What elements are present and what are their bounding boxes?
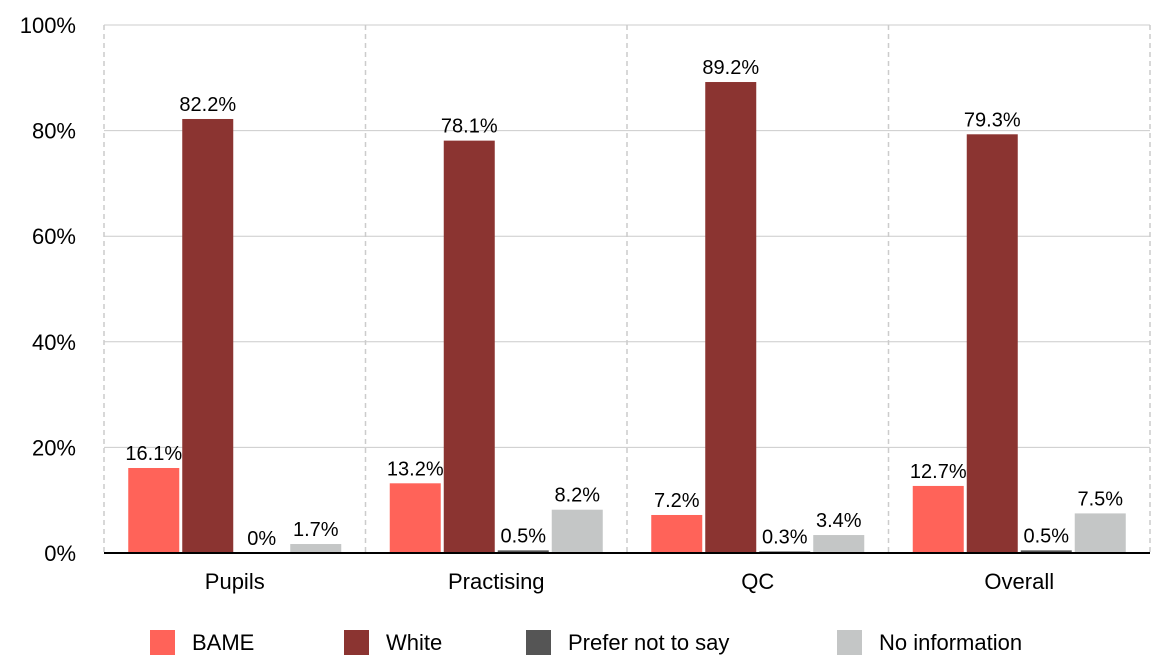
y-tick-label: 80% (32, 119, 76, 144)
bar-bame-practising (389, 483, 441, 553)
value-label-no-information-qc: 3.4% (816, 510, 862, 532)
value-label-prefer-not-to-say-practising: 0.5% (500, 525, 546, 547)
value-label-white-overall: 79.3% (964, 109, 1021, 131)
bar-prefer-not-to-say-practising (497, 550, 549, 553)
legend-label-bame: BAME (192, 630, 254, 655)
value-label-bame-practising: 13.2% (387, 458, 444, 480)
bars (128, 82, 1126, 554)
y-tick-label: 0% (44, 541, 76, 566)
bar-prefer-not-to-say-overall (1020, 550, 1072, 553)
value-label-white-qc: 89.2% (702, 57, 759, 79)
legend-label-prefer-not-to-say: Prefer not to say (568, 630, 729, 655)
y-tick-label: 100% (20, 13, 76, 38)
x-tick-label-qc: QC (741, 569, 774, 594)
x-tick-label-pupils: Pupils (205, 569, 265, 594)
value-label-white-pupils: 82.2% (179, 94, 236, 116)
bar-no-information-pupils (290, 544, 342, 553)
value-label-prefer-not-to-say-pupils: 0% (247, 528, 276, 550)
value-label-no-information-overall: 7.5% (1077, 488, 1123, 510)
value-label-bame-overall: 12.7% (910, 461, 967, 483)
legend-swatch-prefer-not-to-say (526, 630, 551, 655)
value-label-white-practising: 78.1% (441, 116, 498, 138)
bar-bame-pupils (128, 467, 180, 553)
bar-bame-qc (651, 514, 703, 553)
legend-swatch-bame (150, 630, 175, 655)
value-label-no-information-pupils: 1.7% (293, 519, 339, 541)
bar-no-information-overall (1074, 513, 1126, 553)
value-labels: 16.1% 82.2% 0% 1.7% 13.2% 78.1% 0.5% 8.2% 7.2% 89… (125, 57, 1123, 550)
bar-bame-overall (912, 485, 964, 553)
legend: BAME White Prefer not to say No information (150, 630, 1022, 655)
x-tick-label-overall: Overall (984, 569, 1054, 594)
value-label-prefer-not-to-say-overall: 0.5% (1023, 525, 1069, 547)
x-tick-label-practising: Practising (448, 569, 545, 594)
y-tick-label: 40% (32, 330, 76, 355)
legend-label-white: White (386, 630, 442, 655)
axes: 0% 20% 40% 60% 80% 100% Pupils Practising QC Over… (20, 13, 1150, 594)
y-tick-label: 20% (32, 435, 76, 460)
bar-white-pupils (182, 118, 234, 553)
bar-white-qc (705, 82, 757, 554)
gridlines (103, 24, 1151, 553)
bar-no-information-practising (551, 509, 603, 553)
legend-swatch-white (344, 630, 369, 655)
value-label-prefer-not-to-say-qc: 0.3% (762, 526, 808, 548)
bar-white-overall (966, 134, 1018, 553)
value-label-bame-qc: 7.2% (654, 490, 700, 512)
legend-label-no-information: No information (879, 630, 1022, 655)
value-label-bame-pupils: 16.1% (125, 443, 182, 465)
bar-no-information-qc (813, 535, 865, 553)
bar-white-practising (443, 140, 495, 553)
value-label-no-information-practising: 8.2% (554, 485, 600, 507)
legend-swatch-no-information (837, 630, 862, 655)
y-tick-label: 60% (32, 224, 76, 249)
